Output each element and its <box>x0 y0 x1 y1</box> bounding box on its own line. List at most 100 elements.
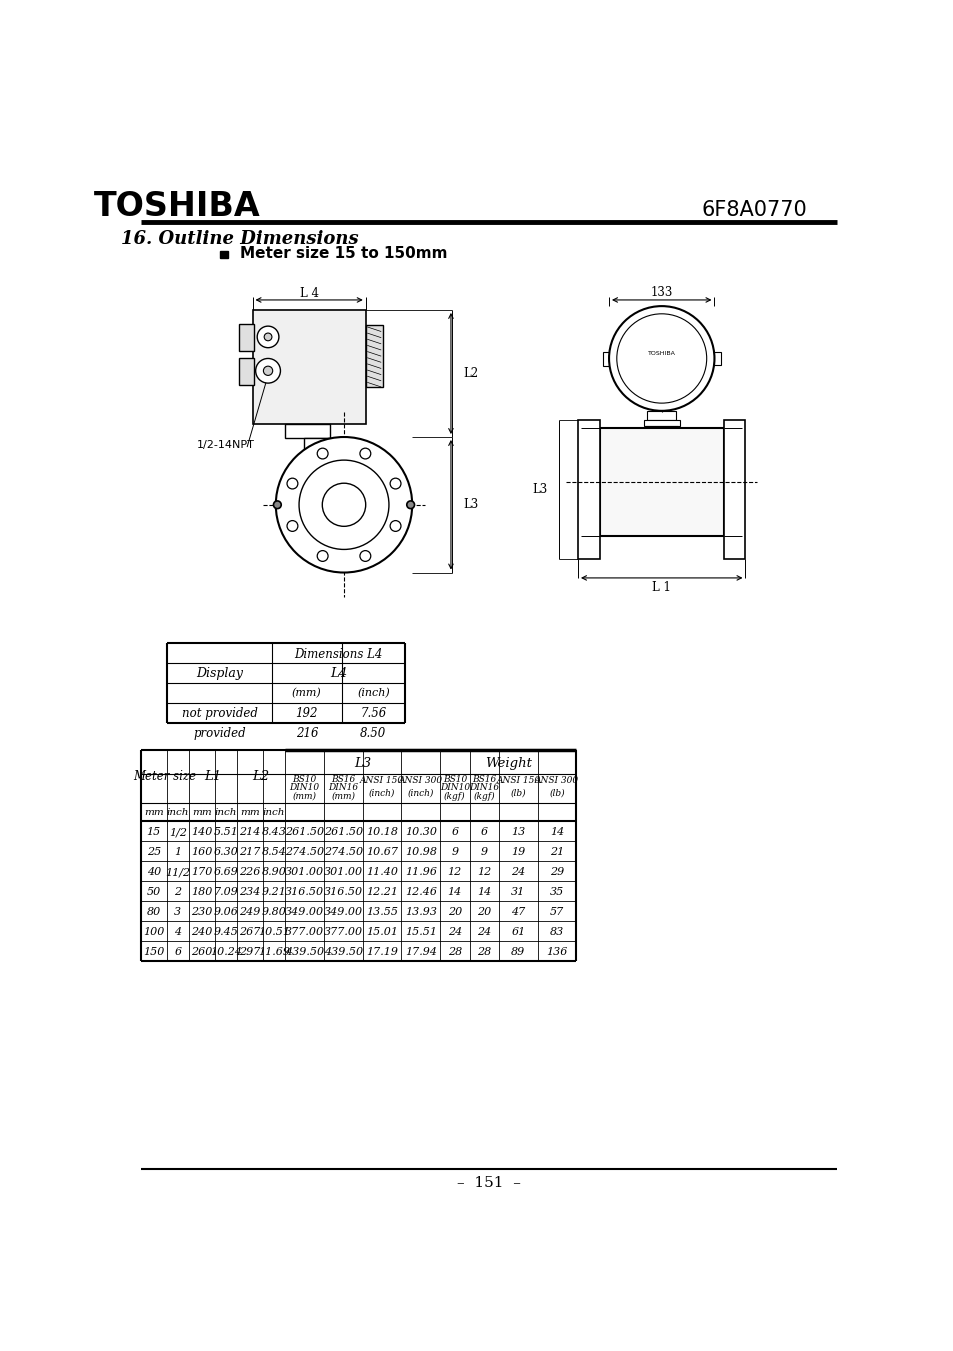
Text: 89: 89 <box>511 947 525 958</box>
Text: 17.19: 17.19 <box>366 947 397 958</box>
Text: 217: 217 <box>239 847 260 858</box>
Text: BS10: BS10 <box>442 774 466 784</box>
Text: 83: 83 <box>550 927 563 938</box>
Text: 20: 20 <box>476 908 491 917</box>
Text: 50: 50 <box>147 888 161 897</box>
Text: 249: 249 <box>239 908 260 917</box>
Text: 100: 100 <box>143 927 164 938</box>
Text: (inch): (inch) <box>356 688 390 698</box>
Bar <box>238 358 253 385</box>
Bar <box>643 420 679 426</box>
Circle shape <box>257 326 278 347</box>
Text: L 1: L 1 <box>652 581 671 593</box>
Text: 11.69: 11.69 <box>257 947 290 958</box>
Bar <box>644 370 655 378</box>
Text: ANSI 150: ANSI 150 <box>496 777 539 785</box>
Text: Meter size 15 to 150mm: Meter size 15 to 150mm <box>240 246 447 261</box>
Text: L3: L3 <box>354 757 371 770</box>
Text: 136: 136 <box>546 947 567 958</box>
Circle shape <box>390 520 400 531</box>
Text: 10.98: 10.98 <box>404 847 436 858</box>
Text: 192: 192 <box>295 707 317 720</box>
Text: (lb): (lb) <box>549 788 564 797</box>
Circle shape <box>274 501 281 508</box>
Bar <box>302 466 335 478</box>
Text: mm: mm <box>192 808 212 817</box>
Text: 3: 3 <box>174 908 181 917</box>
Text: BS16: BS16 <box>472 774 496 784</box>
Text: 301.00: 301.00 <box>285 867 324 877</box>
Text: 8.50: 8.50 <box>360 727 386 740</box>
Circle shape <box>359 449 371 459</box>
Text: 230: 230 <box>191 908 213 917</box>
Text: 10.67: 10.67 <box>366 847 397 858</box>
Bar <box>658 370 668 378</box>
Bar <box>670 370 681 378</box>
Text: 150: 150 <box>143 947 164 958</box>
Text: 7.09: 7.09 <box>213 888 238 897</box>
Text: 8.54: 8.54 <box>261 847 286 858</box>
Text: 226: 226 <box>239 867 260 877</box>
Text: 11.96: 11.96 <box>404 867 436 877</box>
Text: 6F8A0770: 6F8A0770 <box>701 200 807 220</box>
Bar <box>599 428 723 535</box>
Text: ANSI 300: ANSI 300 <box>398 777 442 785</box>
Text: 9.21: 9.21 <box>261 888 286 897</box>
Text: ANSI 150: ANSI 150 <box>359 777 404 785</box>
Text: 10.30: 10.30 <box>404 827 436 838</box>
Text: L3: L3 <box>463 499 478 511</box>
Circle shape <box>359 551 371 562</box>
Text: 35: 35 <box>550 888 563 897</box>
Circle shape <box>255 358 280 384</box>
Text: 316.50: 316.50 <box>285 888 324 897</box>
Text: 8.90: 8.90 <box>261 867 286 877</box>
Text: 24: 24 <box>447 927 461 938</box>
Text: Dimensions L4: Dimensions L4 <box>294 648 382 661</box>
Text: Display: Display <box>196 667 243 680</box>
Circle shape <box>608 307 714 411</box>
Bar <box>644 359 679 367</box>
Text: 439.50: 439.50 <box>285 947 324 958</box>
Text: 19: 19 <box>511 847 525 858</box>
Text: –  151  –: – 151 – <box>456 1177 520 1190</box>
Text: TOSHIBA: TOSHIBA <box>647 350 675 355</box>
Text: L1: L1 <box>204 770 221 784</box>
Text: 9.06: 9.06 <box>213 908 238 917</box>
Text: 24: 24 <box>476 927 491 938</box>
Text: L3: L3 <box>532 482 547 496</box>
Text: 21: 21 <box>550 847 563 858</box>
Bar <box>646 411 676 420</box>
Bar <box>645 426 678 432</box>
Circle shape <box>298 461 389 550</box>
Text: 349.00: 349.00 <box>285 908 324 917</box>
Text: Meter size: Meter size <box>133 770 196 784</box>
Text: 12: 12 <box>476 867 491 877</box>
Text: 349.00: 349.00 <box>323 908 362 917</box>
Text: 180: 180 <box>191 888 213 897</box>
Text: 133: 133 <box>650 286 672 299</box>
Text: 140: 140 <box>191 827 213 838</box>
Text: 216: 216 <box>295 727 317 740</box>
Text: 316.50: 316.50 <box>323 888 362 897</box>
Bar <box>303 438 335 457</box>
Circle shape <box>317 449 328 459</box>
Text: 15.51: 15.51 <box>404 927 436 938</box>
Text: L 4: L 4 <box>299 288 318 300</box>
Bar <box>253 309 365 424</box>
Text: 297: 297 <box>239 947 260 958</box>
Text: not provided: not provided <box>181 707 257 720</box>
Circle shape <box>322 484 365 527</box>
Text: 13.55: 13.55 <box>366 908 397 917</box>
Text: 9.80: 9.80 <box>261 908 286 917</box>
Text: 12.21: 12.21 <box>366 888 397 897</box>
Text: (inch): (inch) <box>369 788 395 797</box>
Circle shape <box>264 334 272 340</box>
Text: 28: 28 <box>447 947 461 958</box>
Text: DIN16: DIN16 <box>469 784 498 792</box>
Text: L4: L4 <box>330 667 347 680</box>
Text: 377.00: 377.00 <box>285 927 324 938</box>
Bar <box>723 420 744 559</box>
Text: 274.50: 274.50 <box>323 847 362 858</box>
Text: 267: 267 <box>239 927 260 938</box>
Text: 47: 47 <box>511 908 525 917</box>
